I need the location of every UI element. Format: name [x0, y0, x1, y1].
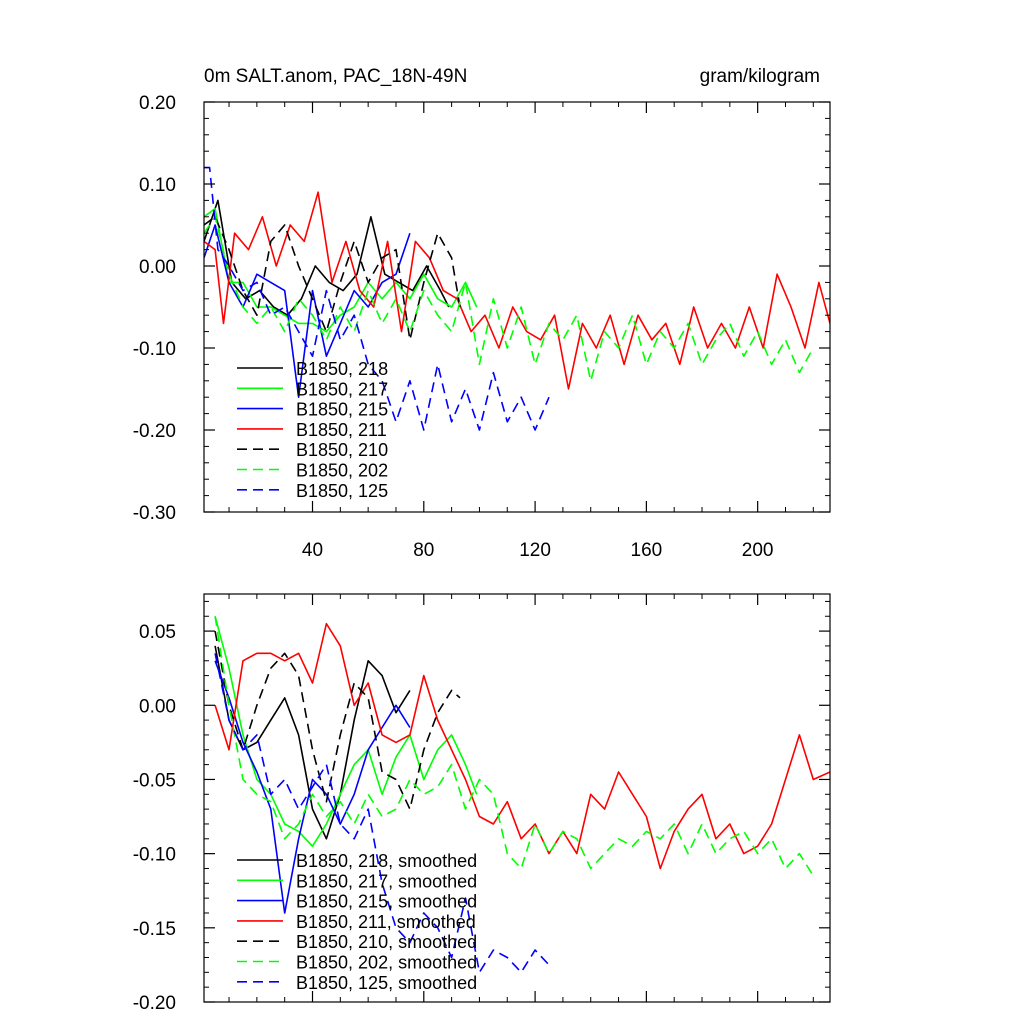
x-tick-label: 200: [742, 540, 774, 561]
y-tick-label: -0.20: [133, 421, 176, 442]
y-tick-label: -0.10: [133, 845, 176, 866]
series-line-4: [204, 191, 830, 390]
y-tick-label: 0.00: [139, 696, 176, 717]
series-line-3: [214, 660, 411, 914]
bottom-plot-area: -0.20 -0.15 -0.10 -0.05 0.00 0.05 B1850, 218, …: [133, 593, 831, 1014]
legend-label-3: B1850, 215: [296, 400, 388, 420]
top-plot-area: 40 80 120 160 200 -0.30 -0.20 -0.10 0.00 0.10 0.20…: [133, 93, 831, 561]
top-panel-title: 0m SALT.anom, PAC_18N-49N: [204, 66, 467, 87]
series-lines: [204, 166, 830, 431]
series-lines: [214, 616, 830, 974]
legend-label-6: B1850, 202, smoothed: [296, 953, 477, 973]
series-line-6: [204, 216, 814, 382]
legend-label-5: B1850, 210, smoothed: [296, 932, 477, 952]
series-line-5: [204, 216, 461, 341]
legend-label-7: B1850, 125, smoothed: [296, 973, 477, 993]
x-tick-label: 80: [413, 540, 434, 561]
y-tick-label: -0.10: [133, 339, 176, 360]
top-panel-units: gram/kilogram: [700, 66, 820, 87]
y-tick-label: -0.30: [133, 503, 176, 524]
y-tick-label: -0.05: [133, 770, 176, 791]
legend-label-3: B1850, 215, smoothed: [296, 892, 477, 912]
x-tick-label: 40: [302, 540, 323, 561]
legend-label-2: B1850, 217, smoothed: [296, 871, 477, 891]
legend-label-1: B1850, 218, smoothed: [296, 851, 477, 871]
series-line-7: [214, 653, 550, 974]
y-tick-label: 0.10: [139, 175, 176, 196]
legend-label-4: B1850, 211, smoothed: [296, 912, 476, 932]
series-line-2: [214, 616, 478, 848]
plot-frame: [203, 593, 831, 1003]
y-tick-label: 0.20: [139, 93, 176, 114]
y-tick-label: 0.00: [139, 257, 176, 278]
bottom-panel: -0.20 -0.15 -0.10 -0.05 0.00 0.05 B1850, 218, …: [133, 593, 831, 1014]
plot-frame: [203, 101, 831, 513]
series-line-5: [214, 630, 461, 810]
y-tick-label: -0.15: [133, 919, 176, 940]
series-line-6: [214, 616, 814, 877]
y-tick-label: -0.20: [133, 993, 176, 1014]
x-tick-label: 160: [631, 540, 663, 561]
legend-label-6: B1850, 202: [296, 461, 388, 481]
y-tick-label: 0.05: [139, 622, 176, 643]
legend-label-5: B1850, 210: [296, 440, 388, 460]
legend-label-2: B1850, 217: [296, 379, 388, 399]
legend-label-7: B1850, 125: [296, 481, 388, 501]
series-line-2: [204, 207, 478, 333]
x-tick-label: 120: [519, 540, 551, 561]
legend-label-1: B1850, 218: [296, 359, 388, 379]
legend-label-4: B1850, 211: [296, 420, 387, 440]
top-panel: 0m SALT.anom, PAC_18N-49N gram/kilogram …: [133, 66, 831, 561]
series-line-4: [214, 622, 830, 870]
